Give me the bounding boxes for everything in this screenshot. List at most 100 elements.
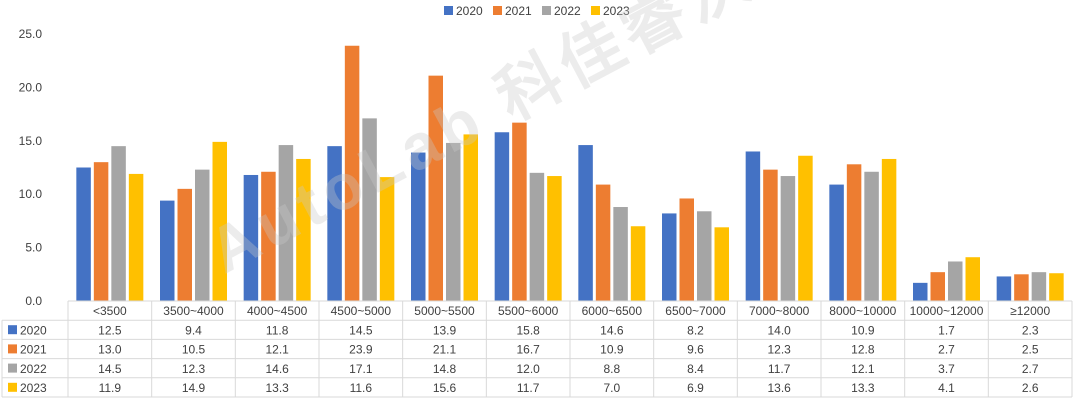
bar-2021-5 bbox=[512, 122, 527, 301]
data-label: 14.0 bbox=[767, 323, 791, 337]
data-label: 11.8 bbox=[266, 323, 289, 337]
bar-2020-11 bbox=[996, 276, 1012, 301]
bar-2020-9 bbox=[829, 184, 844, 301]
legend-label-2023: 2023 bbox=[603, 4, 630, 18]
data-label: 8.4 bbox=[687, 362, 704, 376]
bar-2023-9 bbox=[881, 158, 897, 301]
data-label: 14.6 bbox=[600, 323, 624, 337]
bar-2020-3 bbox=[327, 146, 342, 301]
bar-2020-10 bbox=[913, 282, 928, 301]
data-table: <3500 3500~4000 4000~4500 4500~5000 5000~550… bbox=[1, 300, 1073, 398]
data-label: 23.9 bbox=[349, 343, 373, 357]
legend: 2020 2021 2022 2023 bbox=[444, 4, 630, 18]
bar-2023-8 bbox=[798, 155, 813, 301]
x-tick-label: 7000~8000 bbox=[749, 304, 810, 318]
bar-2021-9 bbox=[846, 164, 862, 301]
data-label: 10.9 bbox=[851, 323, 875, 337]
bar-2020-2 bbox=[243, 174, 259, 301]
data-label: 13.9 bbox=[433, 323, 457, 337]
data-label: 10.5 bbox=[182, 343, 206, 357]
legend-swatch-2021 bbox=[493, 6, 502, 15]
x-tick-label: 3500~4000 bbox=[163, 304, 224, 318]
data-label: 12.3 bbox=[182, 362, 206, 376]
bar-2023-3 bbox=[379, 177, 395, 301]
bar-2023-5 bbox=[547, 176, 562, 301]
bar-2020-4 bbox=[411, 152, 426, 301]
data-label: 11.7 bbox=[768, 362, 791, 376]
y-tick-label: 15.0 bbox=[19, 134, 43, 148]
bar-2020-6 bbox=[578, 145, 593, 301]
data-label: 13.3 bbox=[265, 381, 289, 395]
bar-2020-0 bbox=[76, 167, 91, 301]
data-label: 12.1 bbox=[265, 343, 289, 357]
y-tick-label: 5.0 bbox=[25, 241, 42, 255]
y-tick-label: 20.0 bbox=[19, 80, 43, 94]
bar-2022-6 bbox=[613, 207, 628, 301]
legend-label-2020: 2020 bbox=[456, 4, 483, 18]
data-label: 2.7 bbox=[938, 343, 955, 357]
data-label: 14.8 bbox=[433, 362, 457, 376]
bar-2023-10 bbox=[965, 257, 980, 301]
bars bbox=[76, 45, 1064, 301]
data-label: 10.9 bbox=[600, 343, 624, 357]
data-label: 12.3 bbox=[767, 343, 791, 357]
bar-2023-4 bbox=[463, 134, 478, 301]
data-label: 15.6 bbox=[433, 381, 457, 395]
legend-swatch-2023 bbox=[591, 6, 600, 15]
x-tick-label: 8000~10000 bbox=[829, 304, 896, 318]
x-tick-label: <3500 bbox=[93, 304, 127, 318]
data-label: 21.1 bbox=[433, 343, 457, 357]
data-label: 13.0 bbox=[98, 343, 122, 357]
data-label: 14.5 bbox=[98, 362, 122, 376]
data-label: 2.6 bbox=[1022, 381, 1039, 395]
legend-label-2021: 2021 bbox=[505, 4, 532, 18]
x-tick-label: 4000~4500 bbox=[247, 304, 308, 318]
data-label: 2.3 bbox=[1022, 323, 1039, 337]
x-tick-label: 10000~12000 bbox=[910, 304, 984, 318]
data-label: 16.7 bbox=[516, 343, 540, 357]
table-series-label: 2023 bbox=[20, 381, 47, 395]
data-label: 9.6 bbox=[687, 343, 704, 357]
data-label: 8.2 bbox=[687, 323, 704, 337]
data-label: 1.7 bbox=[938, 323, 955, 337]
x-tick-label: 6500~7000 bbox=[665, 304, 726, 318]
data-label: 11.9 bbox=[99, 381, 122, 395]
bar-2022-2 bbox=[278, 145, 294, 301]
x-tick-label: 5500~6000 bbox=[498, 304, 559, 318]
data-label: 2.7 bbox=[1022, 362, 1039, 376]
y-tick-label: 10.0 bbox=[19, 187, 43, 201]
table-series-label: 2021 bbox=[20, 343, 47, 357]
bar-2023-6 bbox=[630, 226, 646, 301]
bar-2022-3 bbox=[362, 118, 377, 301]
bar-2020-5 bbox=[494, 132, 510, 301]
data-label: 11.6 bbox=[350, 381, 373, 395]
data-label: 17.1 bbox=[349, 362, 373, 376]
bar-2022-5 bbox=[529, 172, 545, 301]
data-label: 6.9 bbox=[687, 381, 704, 395]
bar-2022-1 bbox=[195, 169, 210, 301]
bar-2022-8 bbox=[780, 176, 796, 301]
bar-2022-0 bbox=[111, 146, 126, 301]
data-label: 12.1 bbox=[851, 362, 875, 376]
data-label: 12.8 bbox=[851, 343, 875, 357]
data-label: 14.5 bbox=[349, 323, 373, 337]
data-label: 2.5 bbox=[1022, 343, 1039, 357]
bar-2023-7 bbox=[714, 227, 729, 301]
bar-2021-1 bbox=[177, 188, 192, 301]
bar-2022-9 bbox=[864, 171, 879, 301]
data-label: 8.8 bbox=[603, 362, 620, 376]
bar-2022-7 bbox=[697, 211, 712, 301]
bar-2022-4 bbox=[446, 142, 461, 301]
y-tick-label: 25.0 bbox=[19, 27, 43, 41]
x-tick-label: 6000~6500 bbox=[582, 304, 643, 318]
table-swatch-2021 bbox=[8, 344, 17, 354]
table-swatch-2023 bbox=[8, 382, 17, 392]
legend-label-2022: 2022 bbox=[554, 4, 581, 18]
bar-2021-4 bbox=[428, 75, 443, 301]
bar-2023-2 bbox=[296, 158, 311, 301]
legend-swatch-2022 bbox=[542, 6, 551, 15]
bar-2021-6 bbox=[595, 184, 611, 301]
table-series-label: 2020 bbox=[20, 323, 47, 337]
table-series-label: 2022 bbox=[20, 362, 47, 376]
